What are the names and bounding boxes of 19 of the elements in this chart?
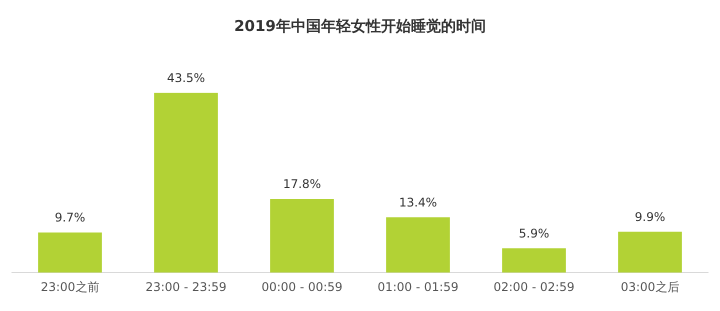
bar — [270, 199, 334, 273]
chart-title: 2019年中国年轻女性开始睡觉的时间 — [234, 16, 486, 35]
data-label: 13.4% — [398, 195, 438, 210]
data-label: 17.8% — [282, 177, 322, 192]
bar — [502, 248, 566, 273]
x-tick-label: 00:00 - 00:59 — [261, 280, 343, 294]
bar — [386, 217, 450, 273]
x-tick-label: 03:00之后 — [620, 280, 680, 294]
data-label: 5.9% — [518, 226, 550, 240]
data-label: 9.9% — [634, 210, 666, 224]
bar — [38, 232, 102, 273]
x-tick-label: 01:00 - 01:59 — [377, 280, 459, 294]
x-tick-label: 23:00之前 — [40, 280, 100, 294]
data-label: 9.7% — [54, 210, 86, 225]
data-label: 43.5% — [166, 70, 206, 85]
bar — [154, 92, 218, 273]
x-tick-label: 23:00 - 23:59 — [145, 280, 227, 294]
bar — [618, 232, 682, 273]
x-tick-label: 02:00 - 02:59 — [493, 280, 575, 294]
